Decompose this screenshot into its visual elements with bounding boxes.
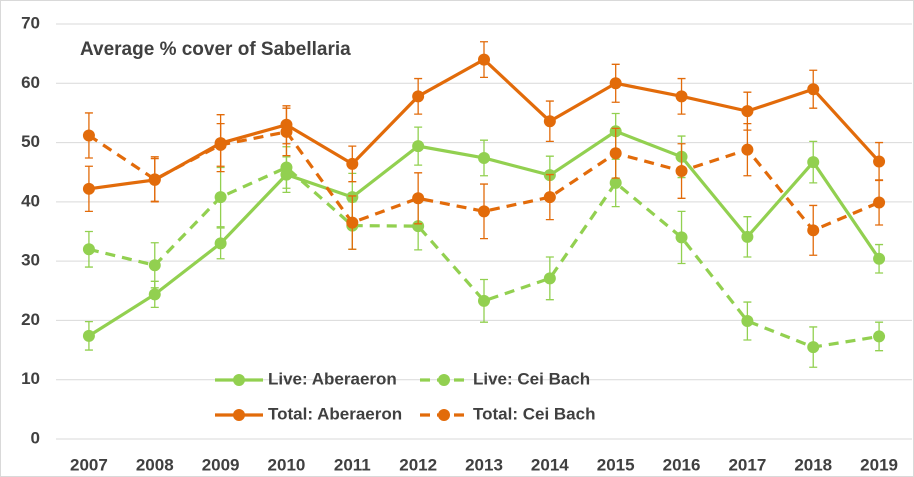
legend-label: Live: Cei Bach bbox=[473, 369, 590, 388]
data-point bbox=[148, 173, 161, 186]
data-point bbox=[346, 216, 359, 229]
x-tick-label: 2014 bbox=[531, 455, 569, 474]
data-point bbox=[873, 155, 886, 168]
data-point bbox=[741, 105, 754, 118]
data-point bbox=[873, 196, 886, 209]
y-tick-label: 70 bbox=[21, 13, 40, 32]
data-point bbox=[741, 315, 754, 328]
data-point bbox=[807, 341, 820, 354]
legend-marker bbox=[438, 374, 450, 386]
y-tick-label: 40 bbox=[21, 191, 40, 210]
data-point bbox=[543, 272, 556, 285]
x-tick-label: 2008 bbox=[136, 455, 174, 474]
data-point bbox=[214, 191, 227, 204]
chart-title: Average % cover of Sabellaria bbox=[80, 39, 351, 60]
x-tick-label: 2011 bbox=[334, 455, 371, 474]
x-tick-label: 2009 bbox=[202, 455, 240, 474]
data-point bbox=[148, 288, 161, 301]
data-point bbox=[478, 205, 490, 218]
data-point bbox=[675, 90, 688, 103]
legend-label: Total: Aberaeron bbox=[268, 404, 402, 423]
data-point bbox=[807, 224, 820, 237]
data-point bbox=[873, 252, 886, 265]
y-tick-label: 50 bbox=[21, 132, 40, 151]
x-tick-label: 2013 bbox=[465, 455, 503, 474]
legend-label: Total: Cei Bach bbox=[473, 404, 595, 423]
legend-marker bbox=[233, 409, 245, 421]
data-point bbox=[807, 83, 820, 96]
data-point bbox=[478, 53, 490, 66]
x-tick-label: 2012 bbox=[399, 455, 437, 474]
x-tick-label: 2019 bbox=[860, 455, 898, 474]
y-tick-label: 30 bbox=[21, 251, 40, 270]
data-point bbox=[807, 156, 820, 169]
data-point bbox=[609, 147, 622, 160]
data-point bbox=[543, 191, 556, 204]
data-point bbox=[82, 329, 95, 342]
y-tick-label: 60 bbox=[21, 73, 40, 92]
x-tick-label: 2016 bbox=[663, 455, 701, 474]
y-tick-label: 10 bbox=[21, 369, 40, 388]
data-point bbox=[609, 77, 622, 90]
data-point bbox=[280, 125, 293, 138]
x-tick-label: 2018 bbox=[794, 455, 832, 474]
data-point bbox=[214, 138, 227, 151]
legend-marker bbox=[438, 409, 450, 421]
data-point bbox=[412, 140, 425, 153]
data-point bbox=[873, 330, 886, 343]
data-point bbox=[82, 243, 95, 256]
data-point bbox=[214, 237, 227, 250]
data-point bbox=[741, 143, 754, 156]
legend-label: Live: Aberaeron bbox=[268, 369, 397, 388]
y-tick-label: 20 bbox=[21, 310, 40, 329]
data-point bbox=[148, 259, 161, 272]
data-point bbox=[82, 129, 95, 142]
x-tick-label: 2010 bbox=[268, 455, 306, 474]
data-point bbox=[478, 294, 490, 307]
data-point bbox=[741, 230, 754, 243]
x-tick-label: 2017 bbox=[728, 455, 766, 474]
data-point bbox=[609, 176, 622, 189]
data-point bbox=[82, 182, 95, 195]
data-point bbox=[478, 151, 490, 164]
data-point bbox=[280, 161, 293, 174]
y-tick-label: 0 bbox=[31, 428, 40, 447]
data-point bbox=[675, 165, 688, 178]
data-point bbox=[412, 192, 425, 205]
x-tick-label: 2007 bbox=[70, 455, 108, 474]
data-point bbox=[675, 231, 688, 244]
data-point bbox=[346, 157, 359, 170]
data-point bbox=[412, 90, 425, 103]
legend-marker bbox=[233, 374, 245, 386]
data-point bbox=[543, 115, 556, 128]
x-tick-label: 2015 bbox=[597, 455, 635, 474]
